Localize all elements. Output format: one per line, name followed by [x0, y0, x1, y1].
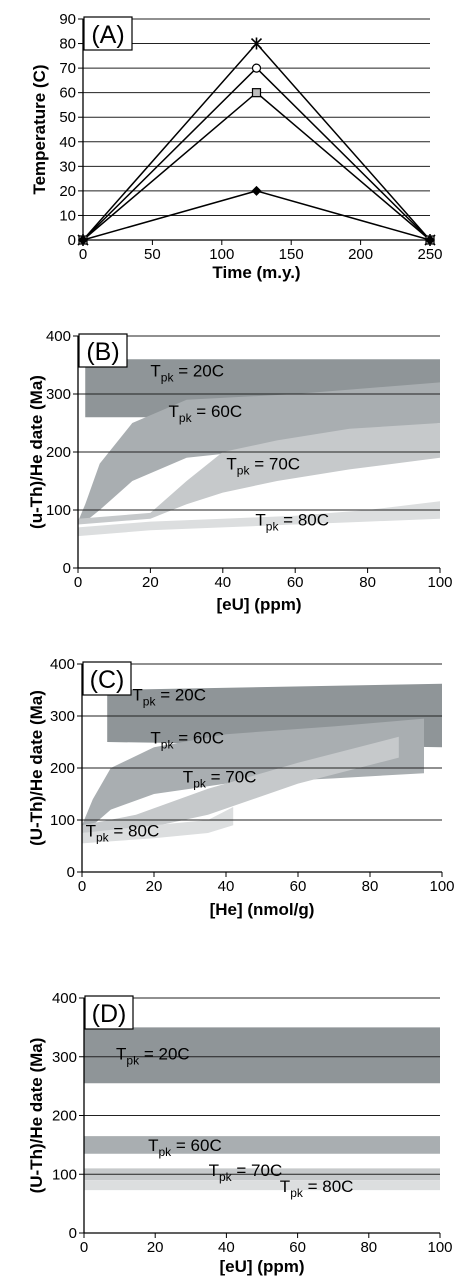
band-label-0: Tpk = 20C	[132, 685, 206, 708]
y-axis-label: (U-Th)/He date (Ma)	[27, 690, 46, 846]
x-tick-label: 100	[429, 878, 454, 895]
band-label-3: Tpk = 80C	[255, 511, 329, 534]
panel-letter-box	[84, 995, 134, 1030]
band-label-2: Tpk = 70C	[209, 1161, 283, 1184]
y-tick-label: 30	[59, 158, 76, 175]
y-tick-label: 70	[59, 60, 76, 77]
y-axis-label: (U-Th)/He date (Ma)	[27, 1038, 46, 1194]
y-tick-label: 100	[52, 1166, 77, 1183]
panel-letter: (C)	[90, 666, 125, 694]
band-0	[84, 1027, 440, 1084]
panel-1	[73, 333, 441, 573]
band-label-2: Tpk = 70C	[226, 454, 300, 477]
x-tick-label: 60	[290, 878, 307, 895]
x-tick-label: 40	[214, 574, 231, 591]
panel-letter: (B)	[86, 338, 119, 366]
y-tick-label: 20	[59, 183, 76, 200]
band-1	[78, 382, 440, 525]
x-tick-label: 40	[218, 878, 235, 895]
x-axis-label: [eU] (ppm)	[220, 1257, 305, 1276]
panel-letter-box	[83, 16, 133, 51]
x-tick-label: 40	[218, 1239, 235, 1256]
y-tick-label: 400	[50, 656, 75, 673]
band-label-1: Tpk = 60C	[150, 729, 224, 752]
x-tick-label: 100	[427, 1239, 452, 1256]
y-tick-label: 90	[59, 11, 76, 28]
x-tick-label: 20	[147, 1239, 164, 1256]
panel-letter-box	[82, 661, 132, 696]
plot-area	[83, 19, 430, 240]
x-tick-label: 60	[289, 1239, 306, 1256]
band-label-2: Tpk = 70C	[183, 768, 257, 791]
panel-0	[77, 16, 436, 246]
band-3	[82, 807, 234, 844]
band-2	[78, 423, 440, 525]
y-tick-label: 400	[52, 990, 77, 1007]
y-tick-label: 100	[50, 812, 75, 829]
x-tick-label: 80	[359, 574, 376, 591]
x-tick-label: 0	[78, 878, 86, 895]
band-label-0: Tpk = 20C	[150, 362, 224, 385]
band-3	[84, 1180, 440, 1191]
x-tick-label: 250	[417, 246, 442, 263]
point-circle	[251, 63, 262, 73]
y-tick-label: 100	[46, 502, 71, 519]
x-tick-label: 100	[209, 246, 234, 263]
y-tick-label: 60	[59, 85, 76, 102]
band-label-0: Tpk = 20C	[116, 1045, 190, 1068]
y-tick-label: 200	[46, 444, 71, 461]
point-diamond	[251, 185, 262, 196]
x-tick-label: 20	[142, 574, 159, 591]
band-label-1: Tpk = 60C	[169, 402, 243, 425]
x-tick-label: 60	[287, 574, 304, 591]
point-diamond	[425, 235, 435, 245]
x-tick-label: 80	[362, 878, 379, 895]
y-axis-label: Temperature (C)	[30, 64, 49, 194]
y-tick-label: 300	[52, 1049, 77, 1066]
x-tick-label: 20	[146, 878, 163, 895]
x-tick-label: 50	[144, 246, 161, 263]
y-tick-label: 200	[52, 1108, 77, 1125]
x-axis-label: Time (m.y.)	[212, 263, 300, 282]
panel-letter-box	[78, 333, 128, 368]
y-tick-label: 0	[68, 232, 76, 249]
band-1	[84, 1136, 440, 1154]
point-square	[251, 88, 262, 98]
y-tick-label: 300	[50, 708, 75, 725]
band-1	[82, 718, 424, 831]
y-tick-label: 400	[46, 328, 71, 345]
y-tick-label: 200	[50, 760, 75, 777]
band-label-1: Tpk = 60C	[148, 1136, 222, 1159]
band-2	[82, 736, 399, 833]
y-tick-label: 0	[63, 560, 71, 577]
y-tick-label: 0	[69, 1225, 77, 1242]
x-tick-label: 0	[74, 574, 82, 591]
x-tick-label: 0	[80, 1239, 88, 1256]
point-diamond	[78, 235, 88, 245]
x-axis-label: [eU] (ppm)	[217, 595, 302, 614]
x-tick-label: 150	[279, 246, 304, 263]
y-tick-label: 50	[59, 109, 76, 126]
x-tick-label: 100	[427, 574, 452, 591]
point-star	[250, 37, 263, 50]
panel-letter: (A)	[91, 21, 124, 49]
y-tick-label: 10	[59, 207, 76, 224]
x-tick-label: 80	[360, 1239, 377, 1256]
y-tick-label: 0	[67, 864, 75, 881]
panel-3	[79, 995, 441, 1238]
y-tick-label: 40	[59, 134, 76, 151]
panel-2	[77, 661, 443, 877]
band-label-3: Tpk = 80C	[280, 1177, 354, 1200]
band-label-3: Tpk = 80C	[86, 822, 160, 845]
y-tick-label: 300	[46, 386, 71, 403]
x-axis-label: [He] (nmol/g)	[210, 900, 315, 919]
y-tick-label: 80	[59, 36, 76, 53]
panel-letter: (D)	[92, 1000, 127, 1028]
x-tick-label: 0	[79, 246, 87, 263]
y-axis-label: (u-Th)/He date (Ma)	[27, 375, 46, 529]
band-3	[78, 501, 440, 537]
x-tick-label: 200	[348, 246, 373, 263]
